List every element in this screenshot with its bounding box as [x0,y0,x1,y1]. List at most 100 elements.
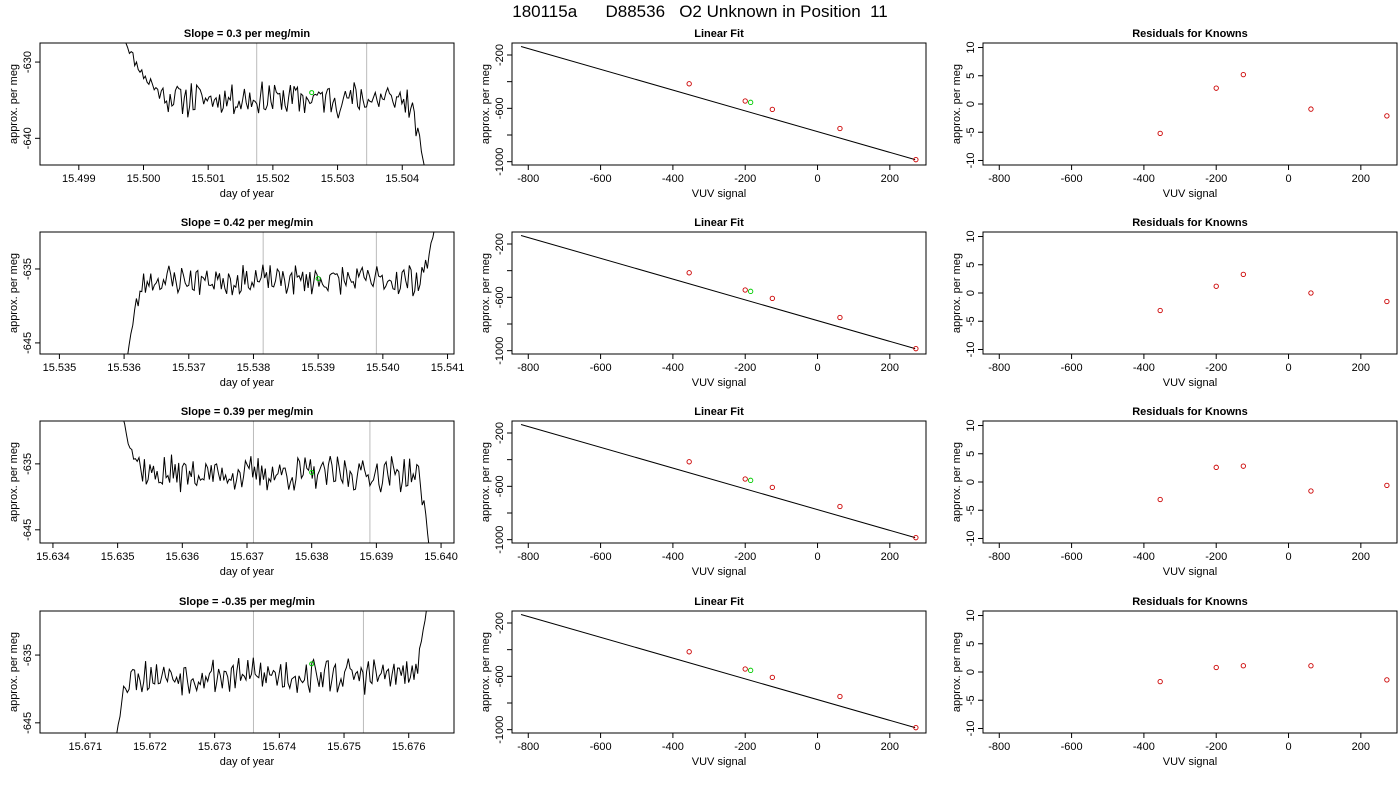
plot-area [520,423,919,541]
y-tick-label: -645 [22,332,34,354]
x-tick-label: 0 [1285,173,1291,185]
x-tick-label: -800 [988,362,1010,374]
panel-r0-c2: Residuals for Knowns -800 -600 -400 -200 0 200… [951,28,1398,200]
y-tick-label: -635 [22,258,34,280]
x-tick-label: 15.634 [36,551,70,563]
x-tick-label: -400 [1133,551,1155,563]
x-tick-label: -200 [734,362,756,374]
known-point [1213,464,1219,470]
known-point [1308,663,1314,669]
fit-line [520,45,916,161]
x-tick-label: -800 [517,173,539,185]
x-axis-label: day of year [220,188,275,200]
known-point [742,287,748,293]
known-point [913,157,919,163]
known-point [742,476,748,482]
y-tick-label: 0 [965,290,977,296]
x-tick-label: -400 [662,741,684,753]
x-tick-label: -400 [662,173,684,185]
y-tick-label: -10 [965,531,977,547]
known-point [1157,496,1163,503]
plot-area [520,45,919,163]
y-tick-label: 5 [965,641,977,647]
panel-r1-c0: Slope = 0.42 per meg/min 15.535 15.536 15.5… [8,217,464,389]
x-tick-label: 200 [881,173,899,185]
plot-frame [511,420,927,544]
known-point [1240,463,1246,469]
panel-r0-c0: Slope = 0.3 per meg/min 15.499 15.500 15.50… [8,28,455,200]
plot-area [1157,663,1390,685]
unknown-point [747,477,754,483]
plot-area [125,43,425,165]
y-tick-label: -200 [494,44,506,66]
y-tick-label: -630 [22,51,34,73]
y-tick-label: 10 [965,609,977,621]
y-tick-label: -645 [22,519,34,541]
x-axis-label: VUV signal [692,188,746,200]
known-point [1308,290,1314,296]
known-point [1157,307,1163,314]
y-tick-label: 0 [965,479,977,485]
panel-title: Linear Fit [694,217,744,229]
x-tick-label: 15.504 [385,173,419,185]
x-tick-label: 15.535 [43,362,77,374]
plot-frame [511,231,927,355]
known-point [1308,106,1314,112]
panel-title: Slope = 0.3 per meg/min [184,28,311,40]
known-point [1384,298,1390,305]
plot-area [1157,271,1390,314]
x-tick-label: 15.673 [198,741,232,753]
known-point [686,270,692,276]
y-tick-label: -1000 [494,148,506,176]
panel-r3-c0: Slope = -0.35 per meg/min 15.671 15.672 15.… [8,596,455,768]
y-tick-label: -645 [22,712,34,734]
known-point [686,81,692,87]
x-tick-label: -600 [590,362,612,374]
x-tick-label: 200 [881,551,899,563]
y-axis-label: approx. per meg [8,632,20,712]
plot-frame [39,42,455,166]
fit-line [520,613,916,729]
panel-title: Residuals for Knowns [1132,28,1248,40]
x-tick-label: -400 [1133,362,1155,374]
x-tick-label: -600 [1061,551,1083,563]
known-point [1384,482,1390,489]
known-point [837,125,843,132]
unknown-marker [309,661,315,667]
x-axis-label: VUV signal [1163,566,1217,578]
x-tick-label: 15.500 [127,173,161,185]
plot-frame [39,610,455,734]
known-point [742,98,748,104]
panel-title: Slope = -0.35 per meg/min [179,596,315,608]
trace-line [125,43,425,165]
known-point [837,314,843,321]
y-axis-label: approx. per meg [480,64,492,144]
fit-line [520,423,916,539]
x-tick-label: -200 [1205,741,1227,753]
plot-frame [39,231,455,355]
panel-title: Slope = 0.42 per meg/min [181,217,314,229]
known-point [1157,130,1163,137]
plot-area [520,613,919,731]
x-axis-label: day of year [220,566,275,578]
x-axis-label: VUV signal [692,377,746,389]
plot-frame [39,420,455,544]
known-point [913,725,919,731]
known-point [1308,488,1314,494]
y-tick-label: -5 [965,316,977,326]
x-tick-label: -200 [1205,362,1227,374]
y-axis-label: approx. per meg [951,632,963,712]
panel-r1-c2: Residuals for Knowns -800 -600 -400 -200 0 200… [951,217,1398,389]
x-tick-label: -600 [1061,173,1083,185]
x-tick-label: -200 [1205,173,1227,185]
x-tick-label: -800 [517,551,539,563]
y-tick-label: -200 [494,612,506,634]
known-point [913,535,919,541]
x-tick-label: -400 [1133,173,1155,185]
y-tick-label: -635 [22,644,34,666]
unknown-point [747,99,754,105]
x-axis-label: day of year [220,377,275,389]
y-axis-label: approx. per meg [480,253,492,333]
panel-title: Residuals for Knowns [1132,406,1248,418]
known-point [1213,664,1219,671]
